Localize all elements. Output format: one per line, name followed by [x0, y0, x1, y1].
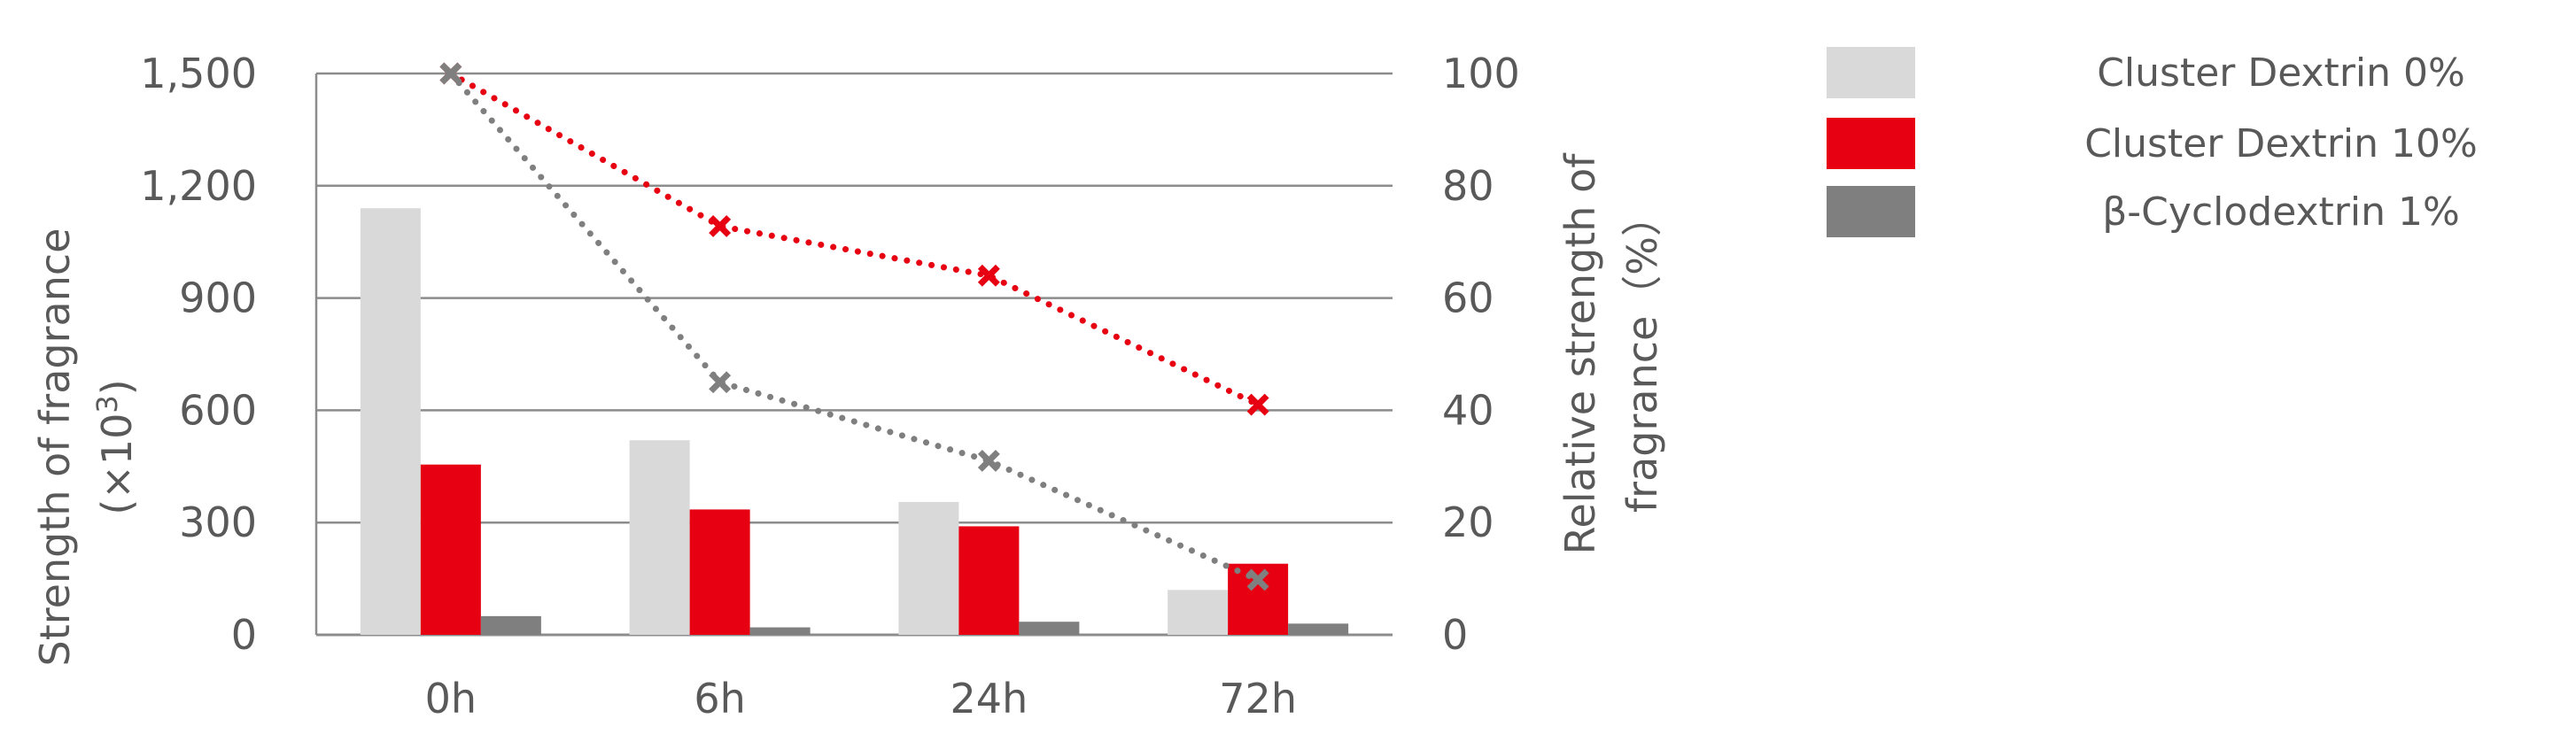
y-left-tick-label: 900 [179, 274, 257, 322]
bar [420, 464, 481, 635]
series-line [447, 70, 1261, 408]
bar [629, 440, 690, 635]
line-marker [1246, 393, 1269, 416]
bar [1019, 622, 1080, 635]
series-line [447, 70, 1261, 583]
bars [360, 208, 1349, 635]
y-right-tick-label: 40 [1442, 386, 1494, 434]
tick-labels: 0 0 300 20 600 40 900 60 1,200 80 1,500 100 0h 6h 24h 7… [140, 50, 1520, 722]
y-right-tick-label: 0 [1442, 611, 1468, 659]
bar [689, 509, 750, 635]
y-right-axis-title-unit: fragrance（%） [1618, 196, 1666, 513]
bar [360, 208, 421, 635]
bar [749, 627, 811, 635]
y-right-axis-title: Relative strength of [1556, 152, 1604, 555]
legend-label: Cluster Dextrin 0% [2097, 50, 2465, 96]
legend: Cluster Dextrin 0% Cluster Dextrin 10% β-C… [1827, 47, 2478, 237]
bar [1228, 563, 1289, 635]
line-marker [977, 264, 1000, 287]
y-right-tick-label: 100 [1442, 50, 1520, 97]
y-left-tick-label: 600 [179, 386, 257, 434]
y-left-axis-title-unit: (×103) [90, 379, 141, 514]
line-marker [977, 449, 1000, 472]
legend-swatch [1827, 186, 1915, 237]
legend-swatch [1827, 47, 1915, 98]
line-marker [439, 62, 462, 85]
x-tick-label: 72h [1219, 675, 1297, 722]
bar [480, 615, 541, 635]
y-left-axis-title: Strength of fragrance [31, 228, 79, 667]
line-series [439, 62, 1269, 591]
y-left-tick-label: 1,500 [140, 50, 257, 97]
x-tick-label: 24h [950, 675, 1028, 722]
x-tick-label: 0h [425, 675, 477, 722]
legend-label: Cluster Dextrin 10% [2084, 121, 2478, 166]
y-right-tick-label: 20 [1442, 498, 1494, 546]
y-left-tick-label: 1,200 [140, 162, 257, 210]
legend-label: β-Cyclodextrin 1% [2102, 189, 2460, 235]
bar [1168, 590, 1229, 635]
bar [958, 526, 1020, 635]
y-right-tick-label: 80 [1442, 162, 1494, 210]
legend-swatch [1827, 118, 1915, 169]
y-right-tick-label: 60 [1442, 274, 1494, 322]
line-marker [1246, 568, 1269, 591]
y-left-tick-label: 300 [179, 498, 257, 546]
y-left-tick-label: 0 [231, 611, 257, 659]
bar [898, 501, 959, 635]
x-tick-label: 6h [694, 675, 745, 722]
line-marker [709, 214, 732, 237]
line-marker [709, 371, 732, 394]
bar [1288, 623, 1349, 635]
